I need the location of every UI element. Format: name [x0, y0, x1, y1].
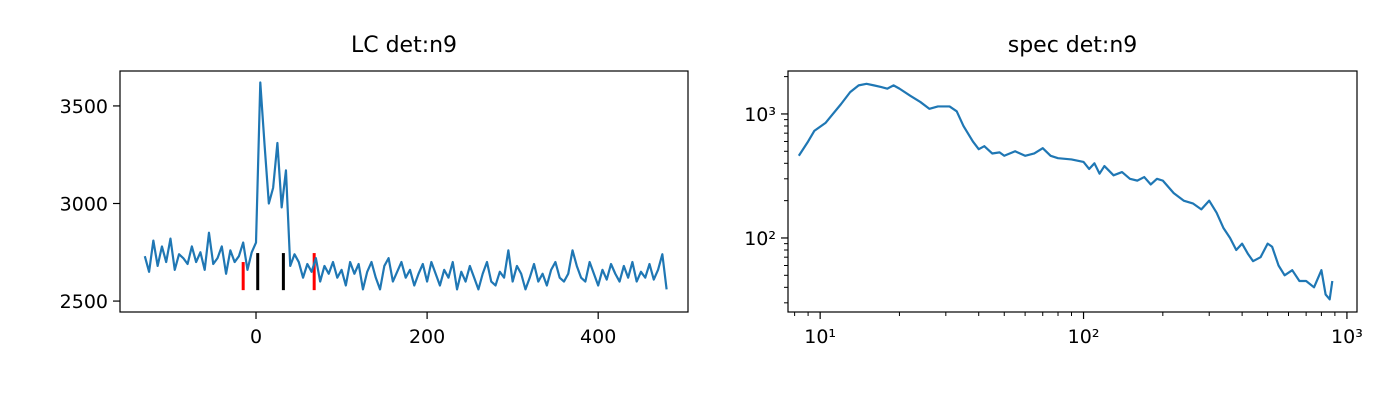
data-line [797, 82, 1334, 301]
chart-title: LC det:n9 [351, 33, 457, 58]
axes-frame [787, 70, 1358, 313]
x-tick-label: 200 [409, 326, 445, 348]
y-tick-label: 3000 [60, 194, 108, 216]
x-tick-label: 10³ [1331, 326, 1363, 348]
data-line [143, 81, 668, 291]
y-tick-label: 3500 [60, 96, 108, 118]
x-tick-label: 10² [1068, 326, 1100, 348]
axes-frame [119, 70, 689, 313]
y-tick-label: 10² [744, 228, 776, 250]
y-tick-label: 2500 [60, 291, 108, 313]
chart-title: spec det:n9 [1008, 33, 1138, 58]
y-tick-label: 10³ [744, 104, 776, 126]
x-tick-label: 400 [580, 326, 616, 348]
x-tick-label: 0 [250, 326, 262, 348]
x-tick-label: 10¹ [804, 326, 836, 348]
